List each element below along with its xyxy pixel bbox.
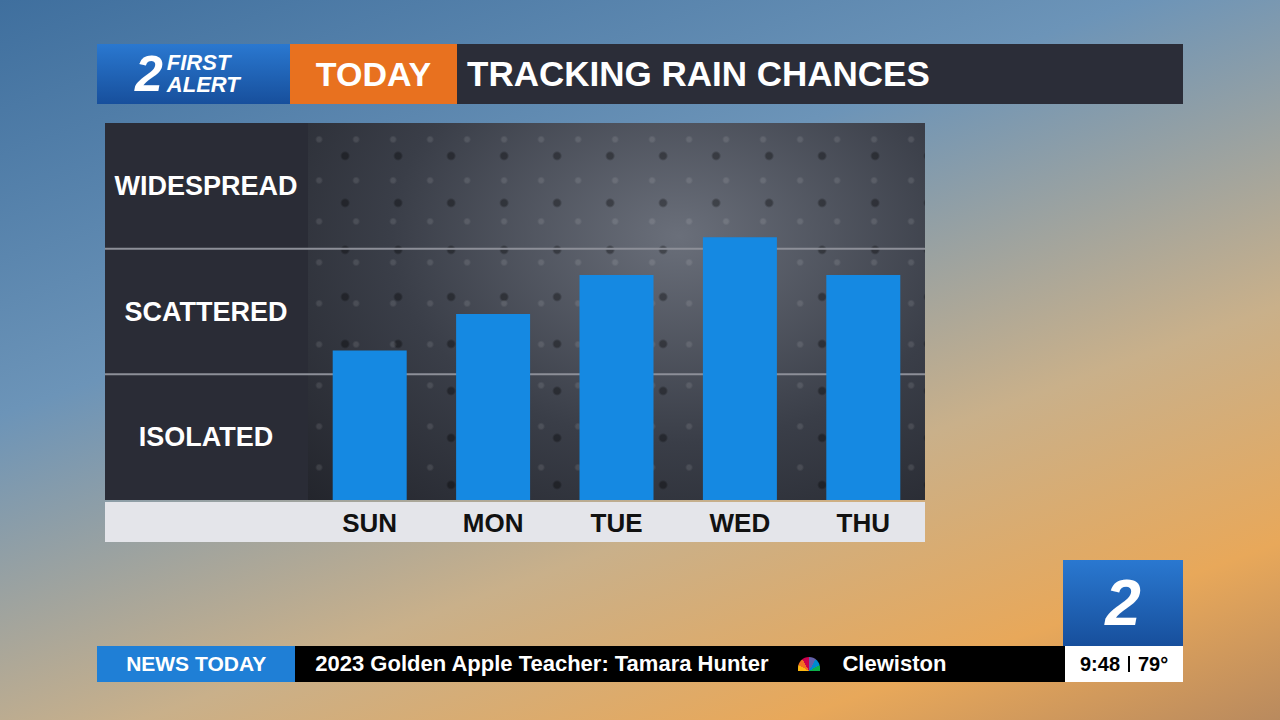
html-text:TRACKING RAIN CHANCES: TRACKING RAIN CHANCES xyxy=(467,54,930,93)
html-text:Clewiston: Clewiston xyxy=(842,651,947,676)
html-text:2023 Golden Apple Teacher: Tam: 2023 Golden Apple Teacher: Tamara Hunter xyxy=(315,651,769,676)
svg-text:TUE: TUE xyxy=(591,508,643,538)
html-text:ALERT: ALERT xyxy=(166,72,240,97)
html-text:79°: 79° xyxy=(1138,652,1169,675)
html-text:2: 2 xyxy=(135,46,163,102)
svg-text:ISOLATED: ISOLATED xyxy=(139,422,274,452)
svg-text:THU: THU xyxy=(837,508,890,538)
svg-text:WIDESPREAD: WIDESPREAD xyxy=(114,171,297,201)
html-text:TODAY: TODAY xyxy=(315,54,432,93)
html-text:FIRST: FIRST xyxy=(166,50,231,75)
svg-text:MON: MON xyxy=(463,508,524,538)
svg-text:SCATTERED: SCATTERED xyxy=(124,297,287,327)
html-text:NEWS TODAY: NEWS TODAY xyxy=(126,652,267,675)
svg-text:SUN: SUN xyxy=(342,508,397,538)
html-text:2: 2 xyxy=(1105,567,1141,639)
html-text:9:48: 9:48 xyxy=(1080,652,1120,675)
svg-text:WED: WED xyxy=(710,508,771,538)
